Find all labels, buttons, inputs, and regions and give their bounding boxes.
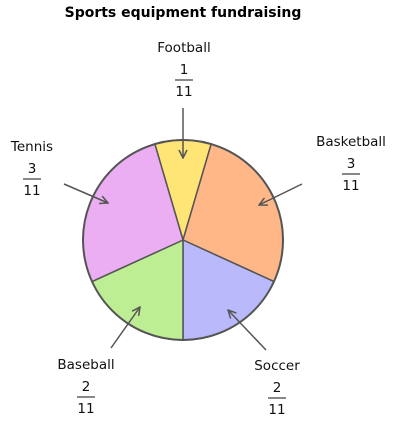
soccer-label: Soccer xyxy=(254,358,300,374)
baseball-denominator: 11 xyxy=(77,401,94,417)
baseball-label: Baseball xyxy=(57,357,114,373)
baseball-numerator: 2 xyxy=(82,379,91,395)
baseball-arrow xyxy=(110,307,140,349)
tennis-denominator: 11 xyxy=(23,183,40,199)
basketball-denominator: 11 xyxy=(342,178,359,194)
football-numerator: 1 xyxy=(180,62,189,78)
soccer-denominator: 11 xyxy=(268,402,285,418)
football-denominator: 11 xyxy=(175,84,192,100)
tennis-arrow xyxy=(63,183,108,203)
basketball-arrow xyxy=(259,183,303,205)
basketball-label: Basketball xyxy=(316,134,386,150)
tennis-numerator: 3 xyxy=(28,161,37,177)
chart-title: Sports equipment fundraising xyxy=(64,5,302,21)
football-label: Football xyxy=(157,40,210,56)
soccer-numerator: 2 xyxy=(273,380,282,396)
soccer-arrow xyxy=(228,310,267,351)
basketball-numerator: 3 xyxy=(347,156,356,172)
tennis-label: Tennis xyxy=(10,139,53,155)
